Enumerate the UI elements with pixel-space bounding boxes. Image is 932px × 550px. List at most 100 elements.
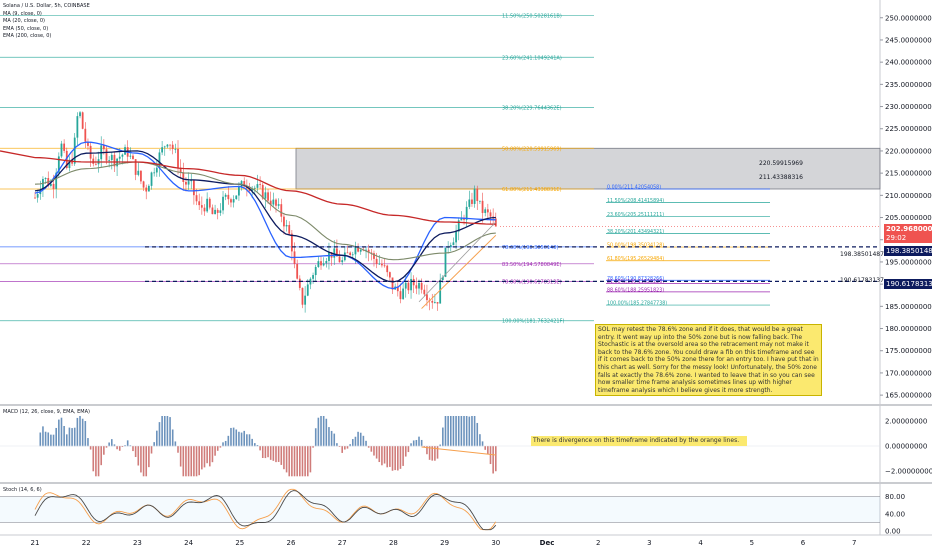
fib-small-label: 23.60%(205.25111211) [607, 212, 664, 218]
price-tick-label: 175.00000000 [885, 347, 932, 355]
candle-body [457, 220, 460, 232]
divergence-note[interactable]: There is divergence on this timeframe in… [531, 436, 747, 446]
candle-body [200, 205, 203, 208]
macd-histogram-bar [439, 444, 441, 447]
candle-body [431, 301, 434, 303]
price-tick-label: 245.00000000 [885, 36, 932, 44]
candle-body [320, 261, 322, 266]
macd-histogram-bar [370, 446, 373, 452]
macd-histogram-bar [246, 434, 248, 447]
macd-histogram-bar [97, 446, 100, 477]
candle-body [351, 254, 354, 256]
macd-histogram-bar [322, 416, 325, 447]
macd-histogram-bar [163, 416, 166, 447]
macd-histogram-bar [60, 417, 63, 447]
macd-histogram-bar [389, 446, 391, 467]
macd-histogram-bar [169, 417, 171, 447]
macd-histogram-bar [351, 439, 354, 447]
candle-body [317, 261, 320, 267]
legend-ema50[interactable]: EMA (50, close, 0) [3, 25, 49, 32]
candle-body [306, 284, 309, 296]
fib-retracement[interactable]: 11.50%(250.5028161B) 23.60%(241.1049241A)… [0, 14, 770, 325]
macd-histogram-bar [354, 436, 357, 447]
supply-zone[interactable] [295, 147, 881, 190]
fib-level-label: 61.80%(211.4338831E) [502, 187, 562, 193]
symbol-legend: Solana / U.S. Dollar, 5h, COINBASE MA (9… [3, 3, 90, 41]
macd-histogram-bar [373, 446, 375, 456]
time-tick-label: 4 [698, 539, 703, 547]
candle-body [272, 199, 275, 205]
candle-body [259, 184, 262, 185]
candle-body [102, 145, 105, 150]
candle-body [52, 183, 55, 189]
macd-histogram-bar [177, 446, 179, 453]
price-candles[interactable] [34, 110, 497, 313]
fib-level-label: 50.00%(220.59915969) [502, 146, 562, 152]
candle-body [92, 158, 95, 164]
symbol-title[interactable]: Solana / U.S. Dollar, 5h, COINBASE [3, 3, 90, 9]
macd-histogram-bar [428, 446, 431, 460]
macd-axis-label: 2.00000000 [885, 418, 927, 426]
candle-body [261, 184, 264, 199]
candle-body [158, 152, 161, 168]
candle-body [63, 143, 66, 151]
candle-body [224, 194, 227, 197]
macd-axis-label: 0.00000000 [885, 443, 927, 451]
time-tick-label: 30 [491, 539, 500, 547]
macd-histogram-bar [457, 416, 460, 447]
macd-histogram-bar [381, 446, 383, 466]
macd-histogram-bar [201, 446, 203, 470]
stoch-band [0, 496, 880, 523]
time-tick-label: 2 [596, 539, 600, 547]
candle-body [121, 154, 124, 157]
macd-histogram-bar [47, 432, 50, 447]
macd-histogram-bar [495, 446, 497, 472]
candle-body [65, 150, 68, 169]
candle-body [415, 285, 418, 289]
price-tick-label: 180.00000000 [885, 325, 932, 333]
legend-ma20[interactable]: MA (20, close, 0) [3, 18, 46, 24]
candle-body [216, 209, 219, 213]
macd-histogram-bar [444, 416, 447, 447]
candle-body [283, 216, 285, 227]
candle-body [84, 128, 87, 142]
macd-histogram-bar [280, 446, 283, 465]
candle-body [426, 294, 428, 301]
macd-histogram-bar [320, 416, 322, 447]
macd-legend[interactable]: MACD (12, 26, close, 9, EMA, EMA) [3, 409, 90, 415]
zone-rect [295, 147, 881, 190]
legend-ema200[interactable]: EMA (200, close, 0) [3, 33, 52, 39]
trend-line [418, 221, 497, 303]
candle-body [418, 282, 420, 289]
candle-body [208, 198, 211, 208]
analysis-note[interactable]: SOL may retest the 78.6% zone and if it … [595, 324, 822, 397]
macd-histogram-bar [87, 438, 89, 447]
fib-level-label: 11.50%(250.5028161B) [502, 14, 562, 20]
candle-body [68, 159, 71, 169]
macd-histogram-bar [79, 416, 81, 447]
candle-body [60, 143, 63, 157]
stoch-legend[interactable]: Stoch (14, 6, 6) [3, 487, 42, 493]
macd-histogram-bar [479, 434, 481, 447]
macd-histogram-bar [484, 446, 487, 450]
level1-price-tag: 198.38501487 [884, 246, 932, 256]
candle-body [396, 286, 399, 292]
macd-histogram-bar [179, 446, 182, 467]
macd-histogram-bar [73, 427, 76, 447]
candle-body [441, 276, 444, 280]
candle-body [113, 154, 116, 167]
macd-histogram-bar [232, 427, 235, 447]
candle-body [444, 247, 447, 277]
macd-histogram-bar [301, 446, 304, 477]
candle-body [187, 181, 190, 185]
candle-body [36, 194, 39, 198]
macd-histogram-bar [431, 446, 434, 461]
candle-body [460, 217, 463, 221]
candle-body [479, 200, 481, 202]
macd-histogram-bar [442, 427, 444, 447]
horizontal-levels[interactable] [145, 226, 880, 282]
legend-ma9[interactable]: MA (9, close, 0) [3, 10, 42, 17]
